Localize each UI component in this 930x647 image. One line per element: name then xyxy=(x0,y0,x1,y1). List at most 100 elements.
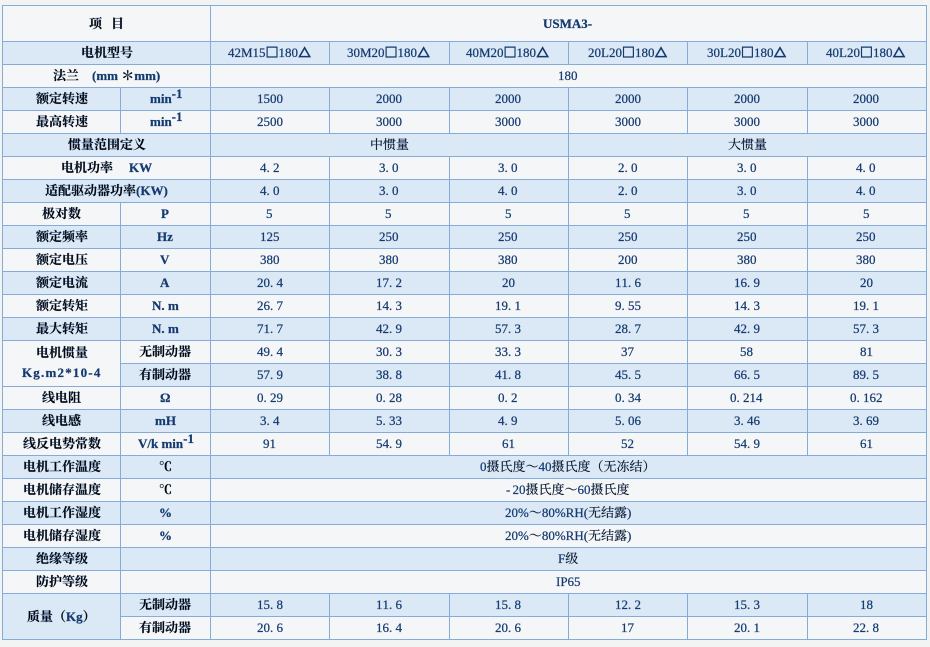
svg-text:180: 180 xyxy=(873,45,893,60)
svg-text:89.5: 89.5 xyxy=(853,367,879,382)
svg-text:40L20: 40L20 xyxy=(826,45,860,60)
svg-text:5: 5 xyxy=(743,206,750,221)
svg-text:49.4: 49.4 xyxy=(257,344,284,359)
svg-text:2000: 2000 xyxy=(495,91,521,106)
svg-text:38.8: 38.8 xyxy=(376,367,402,382)
svg-text:250: 250 xyxy=(618,229,638,244)
svg-text:200: 200 xyxy=(618,252,638,267)
svg-text:2000: 2000 xyxy=(853,91,879,106)
svg-text:61: 61 xyxy=(502,436,515,451)
svg-text:3000: 3000 xyxy=(376,114,402,129)
svg-text:20: 20 xyxy=(502,275,515,290)
svg-text:A: A xyxy=(160,275,170,290)
svg-text:3.0: 3.0 xyxy=(498,160,518,175)
svg-text:20L20: 20L20 xyxy=(588,45,622,60)
svg-text:20.6: 20.6 xyxy=(495,620,522,635)
svg-text:30M20: 30M20 xyxy=(347,45,385,60)
svg-text:26.7: 26.7 xyxy=(257,298,284,313)
svg-text:KW: KW xyxy=(129,160,152,175)
svg-text:Kg: Kg xyxy=(66,609,83,624)
svg-text:2000: 2000 xyxy=(615,91,641,106)
svg-text:91: 91 xyxy=(263,436,276,451)
svg-text:20.1: 20.1 xyxy=(734,620,760,635)
svg-text:5: 5 xyxy=(385,206,392,221)
svg-text:3.69: 3.69 xyxy=(853,413,879,428)
svg-text:15.3: 15.3 xyxy=(734,597,760,612)
svg-text:80%RH(: 80%RH( xyxy=(541,505,587,520)
svg-text:2500: 2500 xyxy=(257,114,283,129)
svg-text:40M20: 40M20 xyxy=(466,45,504,60)
svg-text:N.: N. xyxy=(152,321,165,336)
svg-text:3000: 3000 xyxy=(615,114,641,129)
svg-text:3.46: 3.46 xyxy=(734,413,761,428)
svg-text:80%RH(: 80%RH( xyxy=(541,528,587,543)
svg-text:0.34: 0.34 xyxy=(615,390,642,405)
svg-text:USMA3-: USMA3- xyxy=(543,16,592,31)
svg-text:380: 380 xyxy=(498,252,518,267)
svg-text:22.8: 22.8 xyxy=(853,620,879,635)
svg-text:16.9: 16.9 xyxy=(734,275,760,290)
svg-text:11.6: 11.6 xyxy=(376,597,403,612)
svg-text:5.33: 5.33 xyxy=(376,413,402,428)
svg-text:Hz: Hz xyxy=(157,229,173,244)
svg-text:180: 180 xyxy=(278,45,298,60)
svg-text:57.9: 57.9 xyxy=(257,367,283,382)
svg-text:125: 125 xyxy=(260,229,280,244)
svg-text:0.28: 0.28 xyxy=(376,390,402,405)
svg-text:15.8: 15.8 xyxy=(495,597,521,612)
svg-text:66.5: 66.5 xyxy=(734,367,760,382)
svg-text:V: V xyxy=(160,252,170,267)
svg-text:180: 180 xyxy=(517,45,537,60)
svg-text:3.0: 3.0 xyxy=(379,183,399,198)
svg-text:4.0: 4.0 xyxy=(856,183,876,198)
svg-text:): ) xyxy=(627,528,631,543)
svg-text:17: 17 xyxy=(621,620,635,635)
svg-text:52: 52 xyxy=(621,436,634,451)
svg-text:19.1: 19.1 xyxy=(495,298,521,313)
svg-text:19.1: 19.1 xyxy=(853,298,879,313)
svg-text:45.5: 45.5 xyxy=(615,367,641,382)
svg-text:30L20: 30L20 xyxy=(707,45,741,60)
svg-text:4.0: 4.0 xyxy=(498,183,518,198)
svg-text:5: 5 xyxy=(505,206,512,221)
svg-text:Kg.m2*10-4: Kg.m2*10-4 xyxy=(22,365,102,380)
svg-text:9.55: 9.55 xyxy=(615,298,641,313)
svg-text:57.3: 57.3 xyxy=(495,321,521,336)
svg-text:380: 380 xyxy=(737,252,757,267)
svg-text:42M15: 42M15 xyxy=(228,45,266,60)
svg-text:(mm: (mm xyxy=(92,68,118,83)
svg-text:180: 180 xyxy=(398,45,418,60)
svg-text:18: 18 xyxy=(860,597,873,612)
svg-text:380: 380 xyxy=(856,252,876,267)
svg-text:17.2: 17.2 xyxy=(376,275,402,290)
svg-text:F: F xyxy=(558,551,565,566)
svg-text:58: 58 xyxy=(740,344,753,359)
svg-text:V/k min: V/k min xyxy=(138,436,184,451)
svg-text:): ) xyxy=(627,505,631,520)
svg-text:33.3: 33.3 xyxy=(495,344,521,359)
svg-text:42.9: 42.9 xyxy=(376,321,402,336)
svg-text:250: 250 xyxy=(498,229,518,244)
svg-text:250: 250 xyxy=(737,229,757,244)
svg-text:IP65: IP65 xyxy=(556,574,581,589)
svg-text:3000: 3000 xyxy=(853,114,879,129)
svg-text:250: 250 xyxy=(856,229,876,244)
svg-text:40: 40 xyxy=(539,459,552,474)
svg-text:m: m xyxy=(167,298,178,313)
svg-text:5: 5 xyxy=(266,206,273,221)
svg-text:P: P xyxy=(161,206,169,221)
svg-text:11.6: 11.6 xyxy=(615,275,642,290)
svg-text:28.7: 28.7 xyxy=(615,321,642,336)
svg-text:-1: -1 xyxy=(183,431,194,446)
svg-text:12.2: 12.2 xyxy=(615,597,641,612)
svg-text:54.9: 54.9 xyxy=(376,436,402,451)
svg-text:250: 250 xyxy=(379,229,399,244)
svg-text:14.3: 14.3 xyxy=(734,298,760,313)
svg-text:4.0: 4.0 xyxy=(856,160,876,175)
svg-text:3.0: 3.0 xyxy=(379,160,399,175)
svg-text:61: 61 xyxy=(860,436,873,451)
svg-text:m: m xyxy=(167,321,178,336)
svg-text:20.6: 20.6 xyxy=(257,620,284,635)
svg-text:14.3: 14.3 xyxy=(376,298,402,313)
svg-text:71.7: 71.7 xyxy=(257,321,284,336)
